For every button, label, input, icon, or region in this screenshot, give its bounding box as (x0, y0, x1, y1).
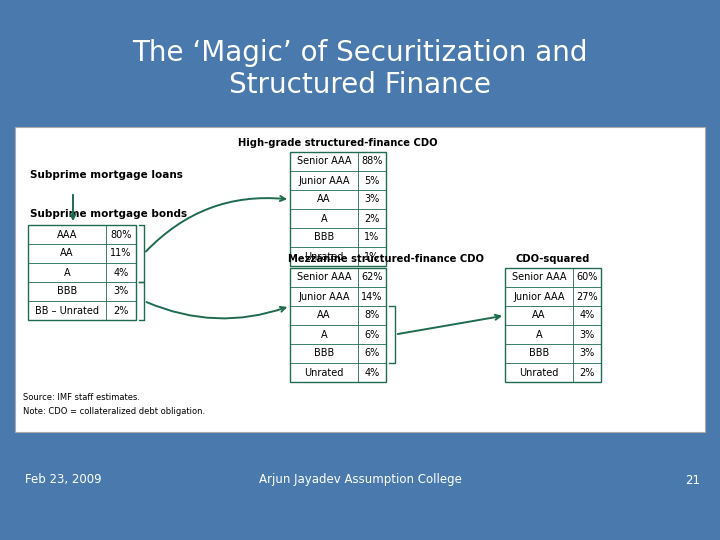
Text: BBB: BBB (57, 287, 77, 296)
Text: BBB: BBB (314, 348, 334, 359)
Text: Junior AAA: Junior AAA (298, 176, 350, 186)
Text: Senior AAA: Senior AAA (297, 157, 351, 166)
Text: 1%: 1% (364, 233, 379, 242)
Text: 11%: 11% (110, 248, 132, 259)
Text: A: A (63, 267, 71, 278)
Text: 3%: 3% (364, 194, 379, 205)
Text: CDO-squared: CDO-squared (516, 254, 590, 264)
Bar (505, 268, 601, 382)
Text: 60%: 60% (576, 273, 598, 282)
Text: AA: AA (532, 310, 546, 321)
Text: 62%: 62% (361, 273, 383, 282)
Text: 3%: 3% (580, 329, 595, 340)
Text: 6%: 6% (364, 348, 379, 359)
Text: 14%: 14% (361, 292, 383, 301)
Bar (290, 152, 386, 266)
Text: BBB: BBB (529, 348, 549, 359)
Text: 6%: 6% (364, 329, 379, 340)
Text: Subprime mortgage loans: Subprime mortgage loans (30, 170, 183, 180)
Text: High-grade structured-finance CDO: High-grade structured-finance CDO (238, 138, 438, 148)
Text: Arjun Jayadev Assumption College: Arjun Jayadev Assumption College (258, 474, 462, 487)
Text: Mezzanine structured-finance CDO: Mezzanine structured-finance CDO (288, 254, 484, 264)
Text: Source: IMF staff estimates.: Source: IMF staff estimates. (23, 393, 140, 402)
Text: 3%: 3% (580, 348, 595, 359)
Text: A: A (320, 213, 328, 224)
Text: AA: AA (60, 248, 73, 259)
Text: Unrated: Unrated (305, 252, 343, 261)
Text: Junior AAA: Junior AAA (513, 292, 564, 301)
Text: Structured Finance: Structured Finance (229, 71, 491, 99)
Text: 4%: 4% (113, 267, 129, 278)
Bar (15, 127, 705, 432)
Text: 4%: 4% (364, 368, 379, 377)
Text: A: A (320, 329, 328, 340)
Text: 4%: 4% (580, 310, 595, 321)
Text: Feb 23, 2009: Feb 23, 2009 (25, 474, 102, 487)
Text: AA: AA (318, 194, 330, 205)
Text: Note: CDO = collateralized debt obligation.: Note: CDO = collateralized debt obligati… (23, 407, 205, 416)
Text: 3%: 3% (113, 287, 129, 296)
Text: Unrated: Unrated (519, 368, 559, 377)
Text: Senior AAA: Senior AAA (512, 273, 566, 282)
Text: 27%: 27% (576, 292, 598, 301)
Text: BB – Unrated: BB – Unrated (35, 306, 99, 315)
Text: BBB: BBB (314, 233, 334, 242)
Bar (290, 268, 386, 382)
Text: 8%: 8% (364, 310, 379, 321)
Text: 2%: 2% (113, 306, 129, 315)
Text: 21: 21 (685, 474, 700, 487)
Text: Unrated: Unrated (305, 368, 343, 377)
Text: AAA: AAA (57, 230, 77, 240)
Text: 80%: 80% (110, 230, 132, 240)
Text: 2%: 2% (364, 213, 379, 224)
Text: AA: AA (318, 310, 330, 321)
Text: A: A (536, 329, 542, 340)
Text: Junior AAA: Junior AAA (298, 292, 350, 301)
Text: 88%: 88% (361, 157, 383, 166)
Text: 5%: 5% (364, 176, 379, 186)
Text: The ‘Magic’ of Securitization and: The ‘Magic’ of Securitization and (132, 39, 588, 67)
Text: Subprime mortgage bonds: Subprime mortgage bonds (30, 209, 187, 219)
Text: Senior AAA: Senior AAA (297, 273, 351, 282)
Text: 2%: 2% (580, 368, 595, 377)
Bar (28, 225, 136, 320)
Text: 1%: 1% (364, 252, 379, 261)
